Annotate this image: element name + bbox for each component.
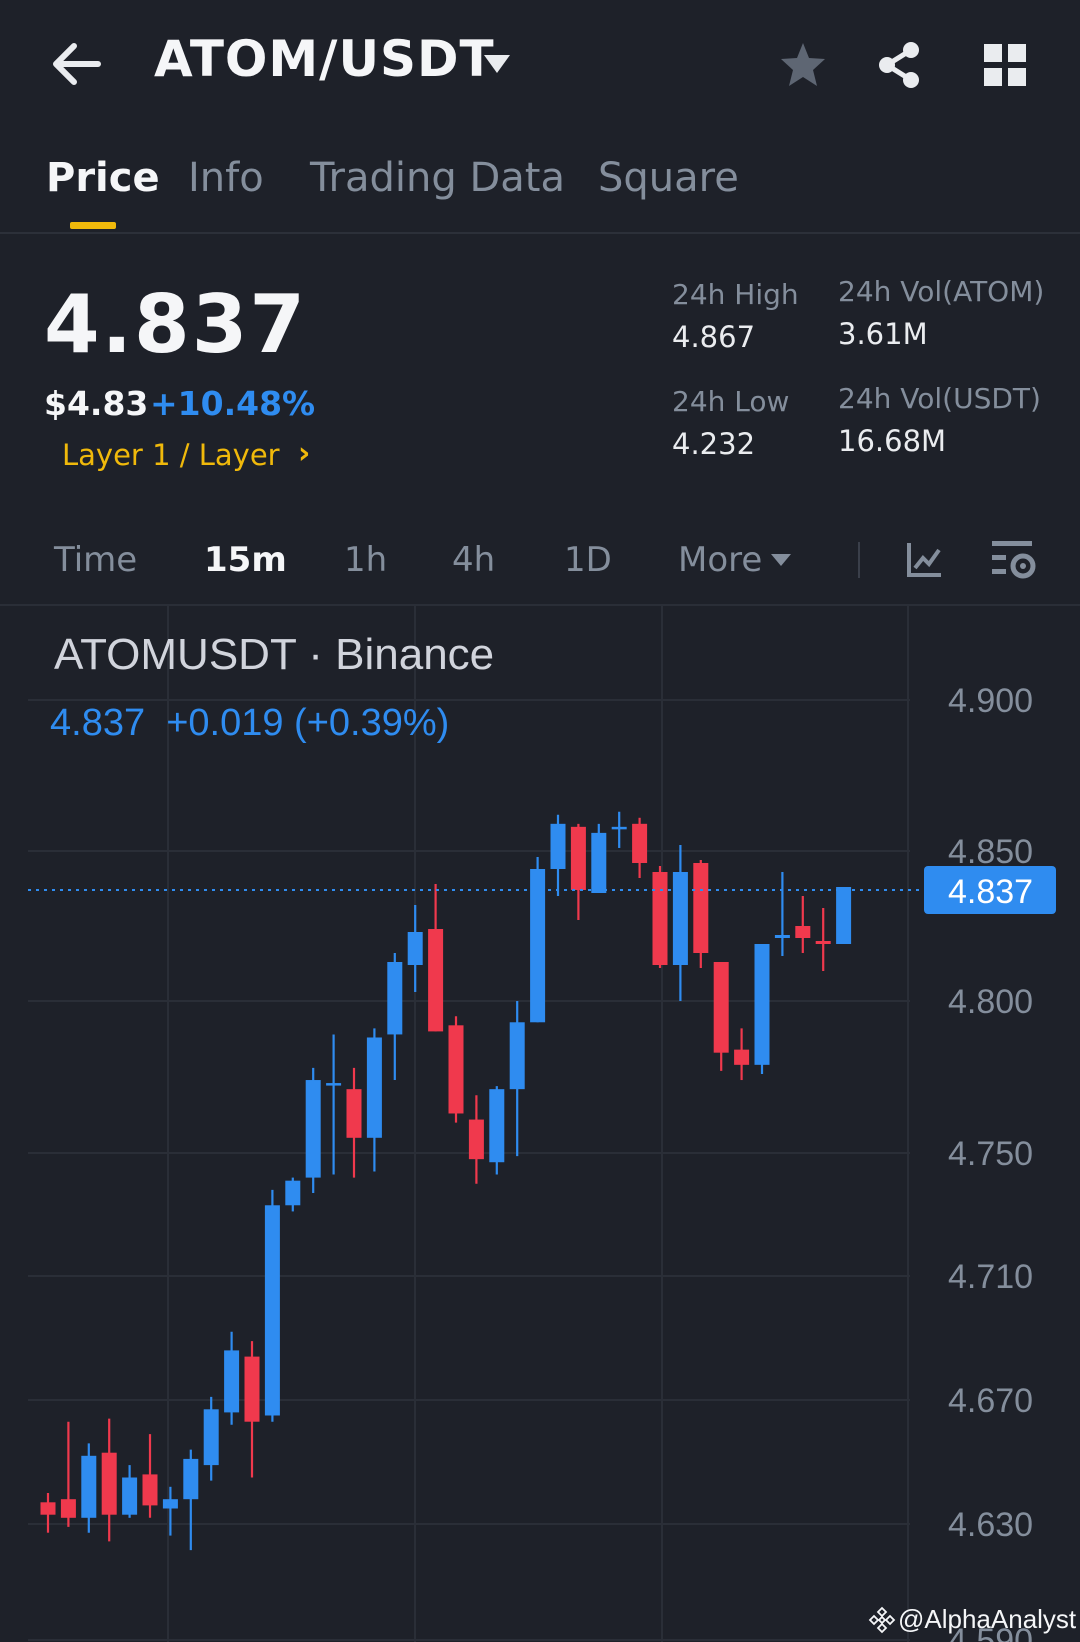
change-percent: +10.48% — [150, 384, 316, 423]
divider — [858, 542, 860, 578]
y-axis-tick-label: 4.670 — [948, 1382, 1033, 1420]
interval-1d[interactable]: 1D — [564, 540, 612, 580]
candle-body — [122, 1477, 138, 1515]
pair-dropdown-icon[interactable] — [482, 53, 512, 75]
last-price: 4.837 — [44, 278, 308, 371]
candlestick-chart[interactable]: 4.900 4.850 4.800 4.750 4.710 4.670 4.630 4.590… — [0, 606, 1080, 1642]
candle-body — [468, 1119, 484, 1160]
candle-body — [264, 1205, 280, 1416]
candle-body — [428, 929, 444, 1032]
candle-body — [101, 1452, 117, 1515]
active-tab-indicator — [70, 222, 116, 229]
candle-body — [81, 1455, 97, 1518]
interval-4h[interactable]: 4h — [452, 540, 496, 580]
interval-1h[interactable]: 1h — [344, 540, 388, 580]
candle-body — [754, 944, 770, 1065]
candle-body — [224, 1350, 240, 1413]
candle-body — [60, 1499, 76, 1518]
tab-trading-data[interactable]: Trading Data — [310, 155, 565, 201]
y-axis-tick-label: 4.710 — [948, 1258, 1033, 1296]
candle-body — [326, 1083, 342, 1086]
candle-body — [407, 932, 423, 965]
binance-logo-icon — [868, 1606, 896, 1634]
candle-body — [509, 1022, 525, 1090]
y-axis-tick-label: 4.900 — [948, 682, 1033, 720]
pair-title[interactable]: ATOM/USDT — [154, 30, 495, 88]
candle-body — [142, 1474, 158, 1506]
candle-body — [815, 941, 831, 944]
watermark-text: @AlphaAnalyst — [898, 1604, 1077, 1634]
interval-15m[interactable]: 15m — [204, 540, 287, 580]
candle-body — [836, 887, 852, 944]
chart-top-border — [0, 604, 1080, 606]
current-price-label: 4.837 — [948, 873, 1033, 911]
tab-square[interactable]: Square — [598, 155, 739, 201]
candle-body — [387, 962, 403, 1035]
usd-price: $4.83 — [44, 384, 149, 423]
vol-usdt-value: 16.68M — [838, 424, 947, 458]
section-tabs: Price Info Trading Data Square — [0, 140, 1080, 234]
tab-price[interactable]: Price — [46, 155, 160, 201]
candle-body — [713, 962, 729, 1053]
candle-body — [550, 823, 566, 869]
low-label: 24h Low — [672, 385, 790, 418]
chart-quote-change: +0.019 (+0.39%) — [166, 702, 450, 744]
y-axis-tick-label: 4.850 — [948, 833, 1033, 871]
candle-body — [570, 826, 586, 890]
chevron-right-icon[interactable]: › — [298, 436, 311, 471]
indicator-chart-icon[interactable] — [906, 540, 944, 578]
y-axis-tick-label: 4.750 — [948, 1135, 1033, 1173]
candle-body — [244, 1356, 260, 1422]
candle-body — [795, 926, 811, 938]
low-value: 4.232 — [672, 427, 756, 461]
candle-body — [183, 1458, 199, 1500]
interval-more[interactable]: More — [678, 540, 763, 580]
vol-usdt-label: 24h Vol(USDT) — [838, 382, 1041, 415]
chart-symbol-title: ATOMUSDT · Binance — [54, 630, 495, 679]
candle-body — [611, 826, 627, 830]
vol-atom-label: 24h Vol(ATOM) — [838, 275, 1045, 308]
grid-menu-icon[interactable] — [982, 42, 1028, 88]
share-icon[interactable] — [874, 40, 924, 90]
y-axis-tick-label: 4.630 — [948, 1506, 1033, 1544]
candle-body — [366, 1037, 382, 1138]
back-arrow-icon[interactable] — [46, 38, 104, 90]
candle-body — [40, 1502, 56, 1515]
candle-body — [591, 832, 607, 893]
candle-body — [203, 1409, 219, 1466]
candle-body — [632, 823, 648, 863]
candle-body — [672, 872, 688, 965]
candle-body — [448, 1025, 464, 1114]
chart-settings-icon[interactable] — [990, 538, 1036, 582]
candle-body — [693, 863, 709, 953]
y-axis-tick-label: 4.800 — [948, 983, 1033, 1021]
candle-body — [652, 872, 668, 965]
high-label: 24h High — [672, 278, 799, 311]
high-value: 4.867 — [672, 320, 756, 354]
vol-atom-value: 3.61M — [838, 317, 928, 351]
candle-body — [774, 935, 790, 938]
more-dropdown-icon[interactable] — [770, 553, 792, 567]
chart-quote-price: 4.837 — [50, 702, 146, 744]
interval-time[interactable]: Time — [54, 540, 138, 580]
y-axis-tick-label: 4.590 — [948, 1622, 1033, 1642]
candle-body — [734, 1049, 750, 1065]
current-price-tag — [924, 866, 1056, 914]
sector-tag-link[interactable]: Layer 1 / Layer — [62, 438, 280, 472]
chart-quote: 4.837 +0.019 (+0.39%) — [50, 702, 449, 745]
candle-body — [305, 1080, 321, 1178]
favorite-star-icon[interactable] — [778, 40, 828, 90]
candle-body — [162, 1499, 178, 1509]
candle-body — [346, 1089, 362, 1138]
tab-info[interactable]: Info — [188, 155, 264, 201]
candle-body — [530, 869, 546, 1023]
candle-body — [489, 1089, 505, 1163]
top-bar: ATOM/USDT — [0, 0, 1080, 130]
candle-body — [285, 1180, 301, 1206]
